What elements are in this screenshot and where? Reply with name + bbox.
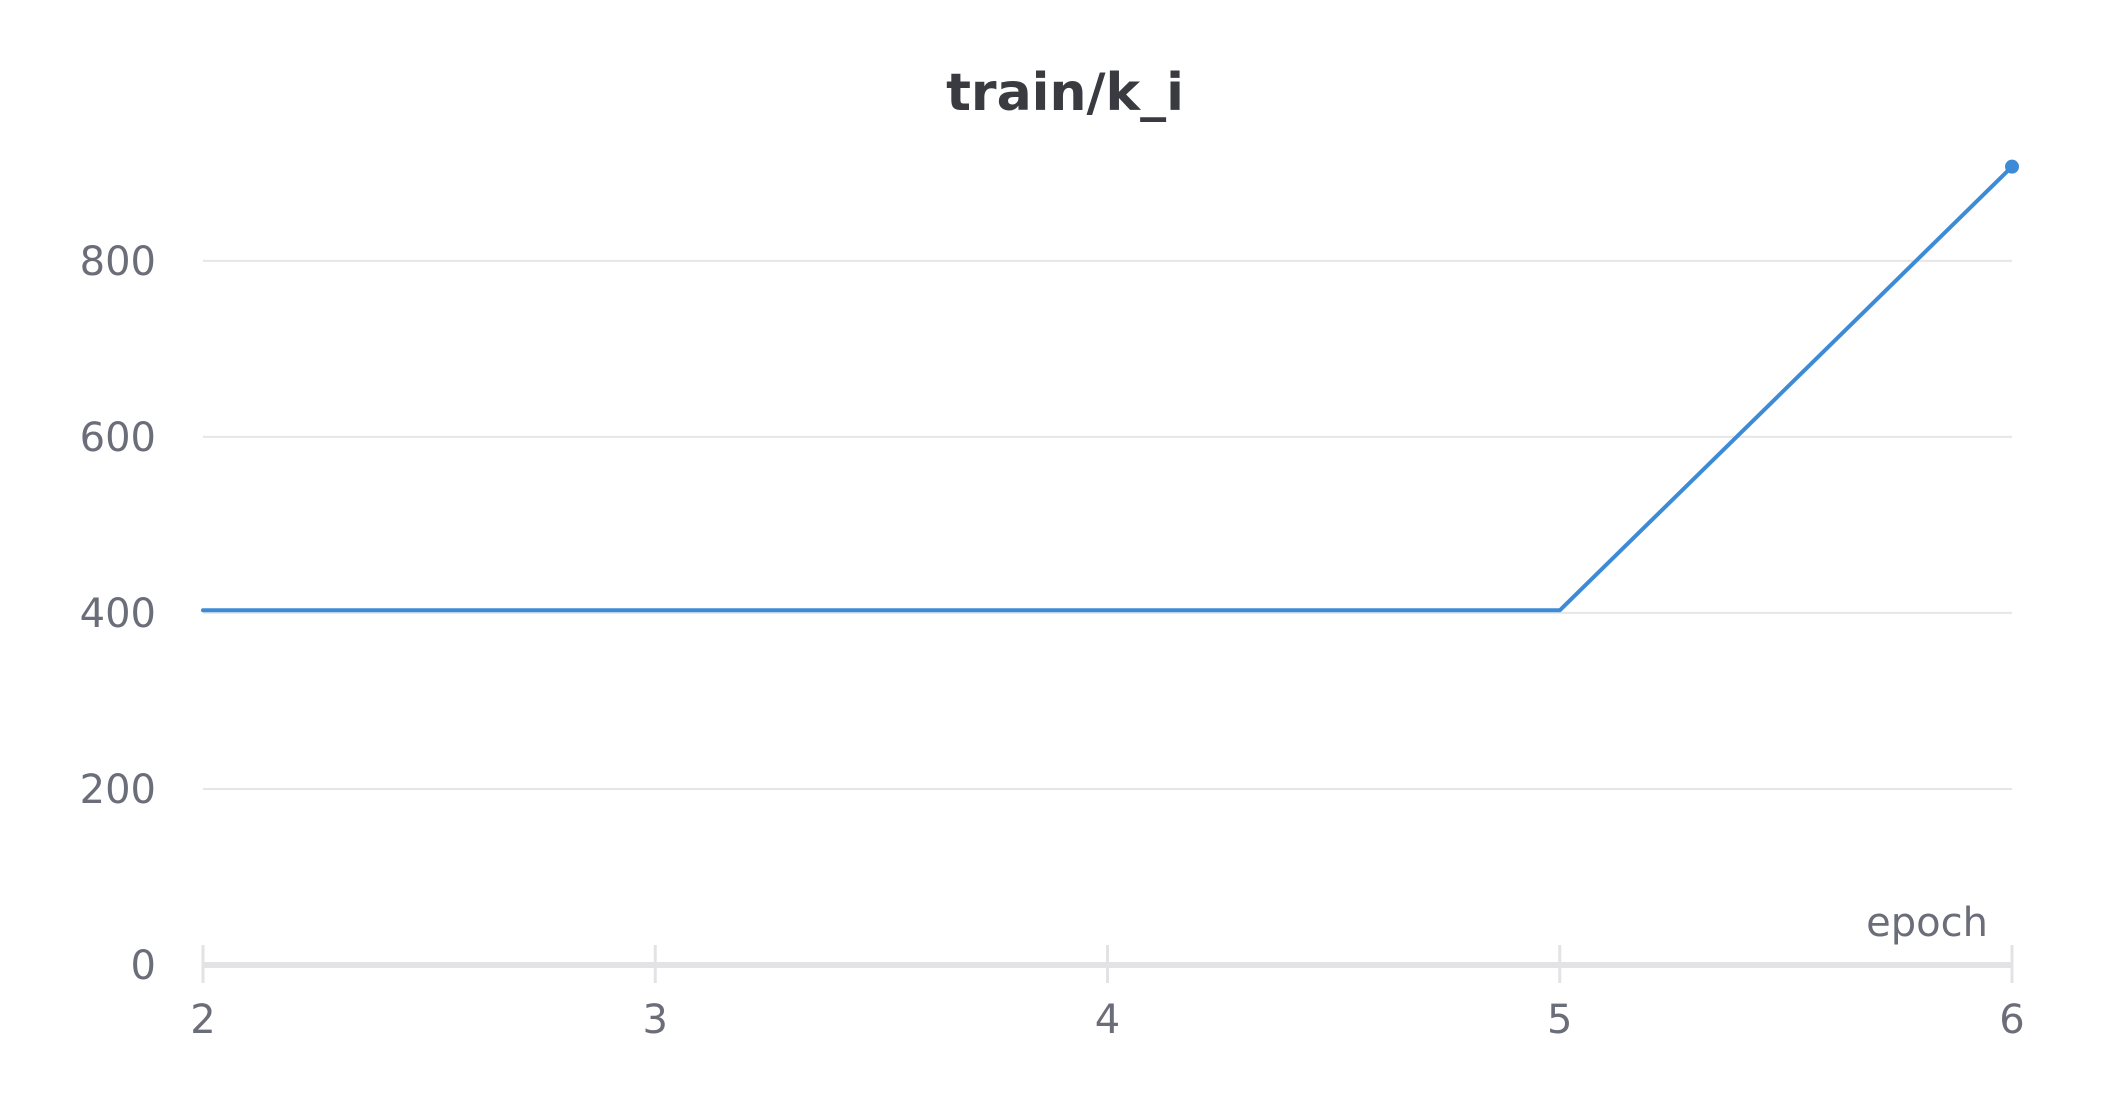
- y-axis-tick-labels: 0 200 400 600 800: [80, 239, 156, 989]
- x-tick-label: 3: [643, 997, 668, 1043]
- x-tick-label: 6: [1999, 997, 2024, 1043]
- series-lines: [201, 159, 2019, 613]
- y-tick-label: 800: [80, 239, 156, 285]
- series-line: [201, 164, 2014, 613]
- x-axis: [201, 945, 2014, 983]
- x-axis-title: epoch: [1866, 900, 1988, 946]
- x-tick-label: 4: [1095, 997, 1120, 1043]
- x-tick-label: 5: [1547, 997, 1572, 1043]
- gridlines: [203, 259, 2012, 790]
- y-tick-label: 400: [80, 591, 156, 637]
- series-end-point: [2005, 159, 2019, 174]
- chart-title: train/k_i: [946, 63, 1184, 123]
- y-tick-label: 600: [80, 415, 156, 461]
- x-axis-tick-labels: 2 3 4 5 6: [190, 997, 2024, 1043]
- x-tick-label: 2: [190, 997, 215, 1043]
- y-tick-label: 200: [80, 767, 156, 813]
- y-tick-label: 0: [131, 943, 156, 989]
